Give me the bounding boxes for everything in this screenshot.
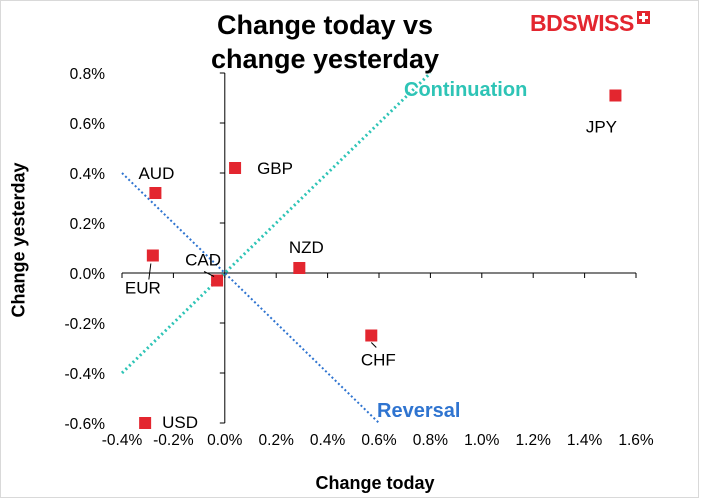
x-tick-label: 0.6%: [361, 432, 397, 449]
label-cad: CAD: [185, 251, 221, 270]
x-tick-label: 1.6%: [618, 432, 654, 449]
y-tick-label: -0.6%: [65, 416, 106, 433]
chart-title-line-2: change yesterday: [210, 44, 440, 74]
label-eur: EUR: [125, 279, 161, 298]
y-tick-label: 0.8%: [70, 66, 106, 83]
y-tick-label: 0.0%: [70, 266, 106, 283]
reversal-label: Reversal: [377, 400, 460, 422]
chart-title: Change today vs change yesterday: [160, 8, 490, 76]
point-eur[interactable]: [146, 249, 159, 262]
reversal-line: [121, 172, 380, 424]
label-usd: USD: [162, 413, 198, 432]
point-usd[interactable]: [139, 417, 152, 429]
x-tick-label: 1.0%: [464, 432, 500, 449]
label-chf: CHF: [361, 351, 396, 370]
point-nzd[interactable]: [293, 262, 306, 274]
x-tick-label: 0.0%: [207, 432, 243, 449]
point-chf[interactable]: [365, 329, 378, 342]
x-tick-label: 0.2%: [259, 432, 295, 449]
x-tick-label: 0.4%: [310, 432, 346, 449]
bdswiss-logo: BDSWISS: [530, 10, 650, 36]
y-tick-label: 0.6%: [70, 116, 106, 133]
label-jpy: JPY: [586, 118, 617, 137]
logo-text: BDSWISS: [530, 9, 634, 36]
leader-eur: [148, 263, 152, 280]
point-jpy[interactable]: [609, 89, 622, 102]
y-axis-title: Change yesterday: [8, 162, 29, 318]
chart-title-line-1: Change today vs: [216, 10, 434, 40]
continuation-line: [120, 71, 432, 375]
point-gbp[interactable]: [229, 162, 242, 174]
x-tick-label: -0.4%: [102, 432, 143, 449]
label-gbp: GBP: [257, 159, 293, 178]
y-tick-label: 0.2%: [70, 216, 106, 233]
x-tick-label: 0.8%: [413, 432, 449, 449]
point-cad[interactable]: [211, 274, 224, 287]
label-aud: AUD: [138, 164, 174, 183]
x-axis-title: Change today: [315, 473, 435, 493]
continuation-label: Continuation: [404, 79, 527, 101]
leader-cad: [203, 271, 215, 277]
leader-chf: [370, 342, 377, 348]
swiss-cross-icon: [636, 10, 650, 24]
x-tick-label: 1.2%: [516, 432, 552, 449]
y-tick-label: -0.4%: [65, 366, 106, 383]
x-tick-label: -0.2%: [153, 432, 194, 449]
point-aud[interactable]: [149, 187, 162, 199]
x-tick-label: 1.4%: [567, 432, 603, 449]
label-nzd: NZD: [289, 238, 324, 257]
y-tick-label: -0.2%: [65, 316, 106, 333]
y-tick-label: 0.4%: [70, 166, 106, 183]
